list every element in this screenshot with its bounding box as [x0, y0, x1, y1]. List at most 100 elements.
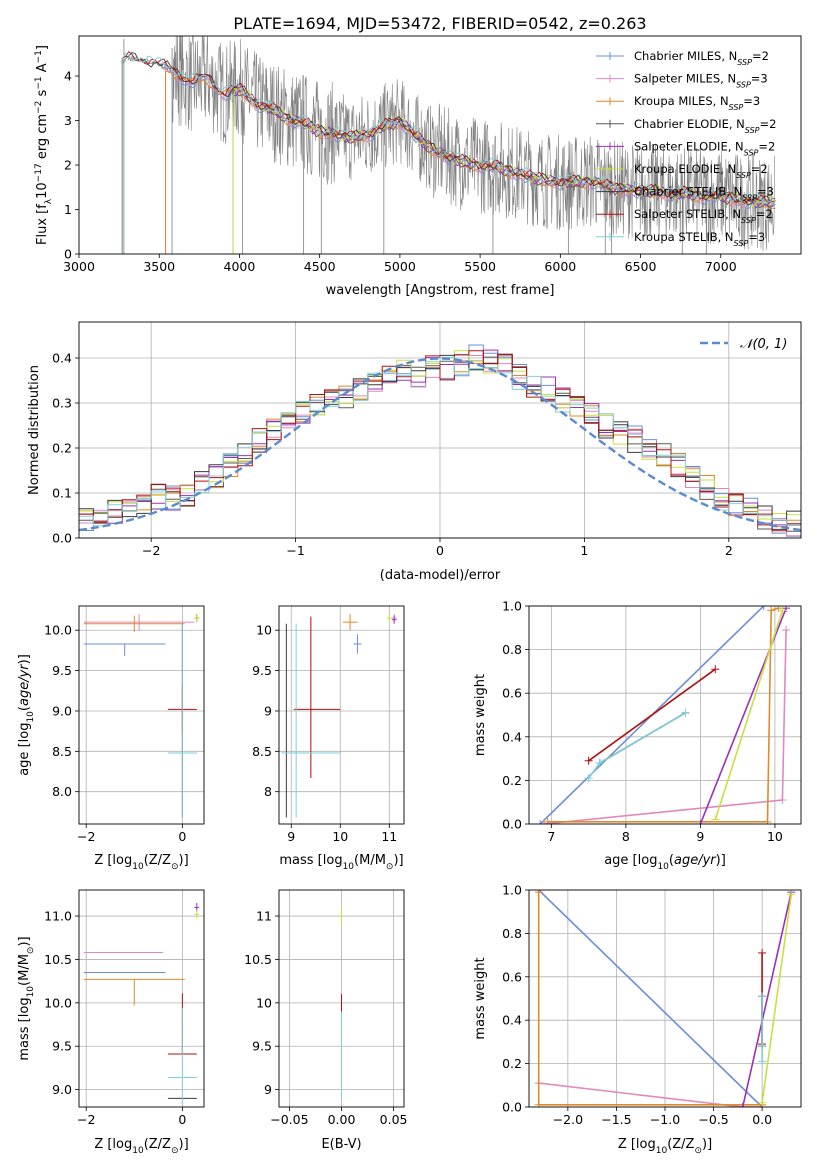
y-tick-label: 0.0 — [502, 817, 522, 832]
x-tick-label: 3500 — [143, 259, 175, 274]
age_vs_mass-plot-area — [281, 614, 397, 818]
legend-entry-spectrum: Salpeter ELODIE, NSSP=2 — [596, 139, 775, 157]
spectrum-y-label-part: Flux [f — [35, 204, 50, 245]
x-tick-label: −2 — [77, 829, 95, 844]
legend-label-part: Kroupa MILES, N — [634, 94, 729, 108]
legend-label-part: =2 — [751, 162, 768, 176]
y-tick-label: 0.8 — [502, 926, 522, 941]
legend-label-part: Chabrier STELIB, N — [634, 185, 742, 199]
y-tick-label: 0.6 — [502, 686, 522, 701]
legend-label-part: =2 — [760, 117, 777, 131]
weight_vs_Z-axes: −2.0 −1.5 −1.0 −0.5 0.0 0.0 0.2 0.4 0.6 0.8 1.0 — [502, 883, 801, 1127]
y-tick-label: 11 — [256, 909, 272, 924]
legend-label-part: Kroupa ELODIE, N — [634, 162, 736, 176]
legend-entry-spectrum: Chabrier STELIB, NSSP=3 — [596, 185, 774, 202]
weight-line-chabrier_miles — [538, 890, 763, 1107]
legend-label: Chabrier ELODIE, NSSP=2 — [634, 117, 776, 135]
histogram-x-label: (data-model)/error — [380, 568, 501, 583]
weight-line-salpeter_miles — [543, 629, 787, 824]
age-vs-Z-y-label-part: )] — [17, 654, 32, 664]
age_vs_Z-plot-area — [83, 614, 200, 818]
x-tick-label: 9 — [696, 829, 704, 844]
y-tick-label: 9.5 — [252, 663, 272, 678]
age-vs-Z-x-label-part: (Z/Z — [144, 853, 171, 868]
observed-spectrum-line — [122, 36, 776, 252]
mass_vs_Z-axes: −2 0 9.0 9.5 10.0 10.5 11.0 — [44, 890, 204, 1127]
weight-line-kroupa_elodie — [714, 610, 784, 820]
age-vs-Z-y-label-part: 10 — [26, 711, 36, 723]
x-tick-label: 6000 — [544, 259, 576, 274]
age_vs_mass-frame — [278, 605, 405, 825]
mass_vs_EBV-frame — [278, 889, 405, 1108]
y-tick-label: 8.0 — [52, 784, 72, 799]
x-tick-label: 0.05 — [380, 1112, 408, 1127]
histogram-step-kroupa_stelib — [79, 356, 801, 527]
x-tick-label: 0.00 — [328, 1112, 356, 1127]
y-tick-label: 9 — [264, 703, 272, 718]
age-vs-mass-x-label-part: (M/M — [354, 853, 386, 868]
spectrum-y-label-part: −1 — [34, 76, 44, 89]
age_vs_mass-axes: 9 10 11 8 8.5 9 9.5 10 — [252, 606, 404, 844]
mass-vs-Z-y-label-part: mass [log — [17, 997, 32, 1060]
weight-vs-Z-y-label: mass weight — [473, 957, 488, 1039]
spectrum-x-label: wavelength [Angstrom, rest frame] — [326, 283, 555, 298]
x-tick-label: 7000 — [705, 259, 737, 274]
histogram-y-label: Normed distribution — [27, 365, 42, 495]
age-vs-mass-x-label: mass [log10(M/M⊙)] — [279, 853, 403, 872]
legend-label: Kroupa MILES, NSSP=3 — [634, 94, 760, 112]
x-tick-label: 0 — [178, 1112, 186, 1127]
legend-label-part: =3 — [757, 185, 774, 199]
weight-vs-age-frame — [528, 605, 802, 825]
spectrum-y-label: Flux [fλ10−17 erg cm−2 s−1 A−1] — [34, 45, 54, 245]
legend-entry-spectrum: Kroupa ELODIE, NSSP=2 — [596, 162, 768, 180]
y-tick-label: 10.5 — [44, 952, 72, 967]
legend-entry-spectrum: Kroupa STELIB, NSSP=3 — [596, 230, 765, 247]
y-tick-label: 10.5 — [244, 952, 272, 967]
weight-vs-Z-frame — [528, 889, 802, 1108]
model-line-chabrier_miles — [165, 62, 776, 254]
mass_vs_EBV-axes: −0.05 0.00 0.05 9 9.5 10 10.5 11 — [244, 890, 408, 1127]
spectrum-axes: 3000 3500 4000 4500 5000 5500 6000 6500 7000 0 1 2 3… — [63, 69, 737, 274]
y-tick-label: 0.6 — [502, 969, 522, 984]
legend-label: Kroupa ELODIE, NSSP=2 — [634, 162, 768, 180]
histogram-plot-area — [79, 344, 801, 537]
weight-vs-age-x-label-part: age/yr — [674, 853, 717, 868]
x-tick-label: 7 — [547, 829, 555, 844]
weight-line-salpeter_elodie — [741, 892, 793, 1107]
x-tick-label: −1.5 — [601, 1112, 631, 1127]
y-tick-label: 0.4 — [52, 351, 72, 366]
y-tick-label: 0.2 — [52, 441, 72, 456]
legend-label-part: Salpeter MILES, N — [634, 72, 736, 86]
spectrum-y-label-part: s — [35, 89, 50, 100]
legend-label-sub: SSP — [734, 238, 749, 247]
mass-vs-Z-x-label-part: Z [log — [94, 1137, 132, 1152]
legend-entry-spectrum: Kroupa MILES, NSSP=3 — [596, 94, 760, 112]
histogram-step-salpeter_stelib — [79, 350, 801, 532]
x-tick-label: 0 — [178, 829, 186, 844]
x-tick-label: −2 — [77, 1112, 95, 1127]
age-vs-Z-x-label-part: ⊙ — [171, 862, 179, 872]
legend-label-normal: 𝒩(0, 1) — [740, 337, 787, 352]
x-tick-label: 11 — [381, 829, 397, 844]
y-tick-label: 8.5 — [52, 744, 72, 759]
y-tick-label: 0 — [64, 247, 72, 262]
legend-label-sub: SSP — [737, 58, 752, 67]
mass-vs-Z-y-label-part: ⊙ — [26, 947, 36, 955]
legend-label-sub: SSP — [729, 103, 744, 112]
weight-vs-Z-x-label: Z [log10(Z/Z⊙)] — [618, 1137, 712, 1156]
legend-entry-spectrum: Chabrier MILES, NSSP=2 — [596, 49, 769, 67]
y-tick-label: 1 — [64, 202, 72, 217]
age-vs-Z-y-label: age [log10(age/yr)] — [17, 654, 36, 776]
mass_vs_Z-frame — [78, 889, 205, 1108]
y-tick-label: 10 — [256, 995, 272, 1010]
y-tick-label: 10 — [256, 623, 272, 638]
legend-label-sub: SSP — [736, 171, 751, 180]
x-tick-label: 1 — [580, 543, 588, 558]
x-tick-label: −0.05 — [270, 1112, 308, 1127]
spectrum-y-label-part: −17 — [34, 163, 44, 182]
x-tick-label: 4500 — [304, 259, 336, 274]
x-tick-label: 4000 — [224, 259, 256, 274]
weight-line-kroupa_elodie — [761, 894, 793, 1103]
legend-entry-spectrum: Salpeter MILES, NSSP=3 — [596, 72, 768, 89]
x-tick-label: 10 — [332, 829, 348, 844]
